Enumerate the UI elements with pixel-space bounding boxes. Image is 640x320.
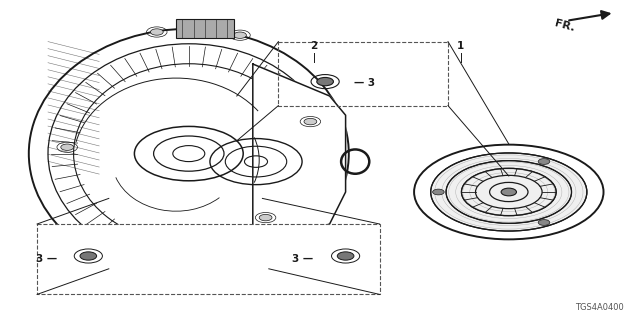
Circle shape <box>150 29 163 35</box>
Bar <box>278 42 448 106</box>
Circle shape <box>317 77 333 86</box>
Circle shape <box>337 252 354 260</box>
Circle shape <box>431 153 587 231</box>
Circle shape <box>501 188 516 196</box>
Polygon shape <box>253 64 346 250</box>
Circle shape <box>86 253 99 259</box>
Text: 3 —: 3 — <box>36 253 58 264</box>
Bar <box>176 19 234 38</box>
Text: 3 —: 3 — <box>292 253 314 264</box>
Text: TGS4A0400: TGS4A0400 <box>575 303 624 312</box>
Circle shape <box>238 282 255 291</box>
Circle shape <box>433 189 444 195</box>
Circle shape <box>304 118 317 125</box>
Text: 1: 1 <box>457 41 465 52</box>
Circle shape <box>214 266 227 272</box>
Text: FR.: FR. <box>554 18 576 33</box>
Circle shape <box>259 214 272 221</box>
Circle shape <box>80 252 97 260</box>
Circle shape <box>61 144 74 150</box>
Bar <box>37 224 380 294</box>
Circle shape <box>538 220 550 225</box>
Circle shape <box>131 230 144 237</box>
Text: 2: 2 <box>310 41 317 52</box>
Circle shape <box>538 159 550 164</box>
Circle shape <box>142 282 159 291</box>
Text: — 3: — 3 <box>354 78 375 88</box>
Circle shape <box>234 32 246 38</box>
